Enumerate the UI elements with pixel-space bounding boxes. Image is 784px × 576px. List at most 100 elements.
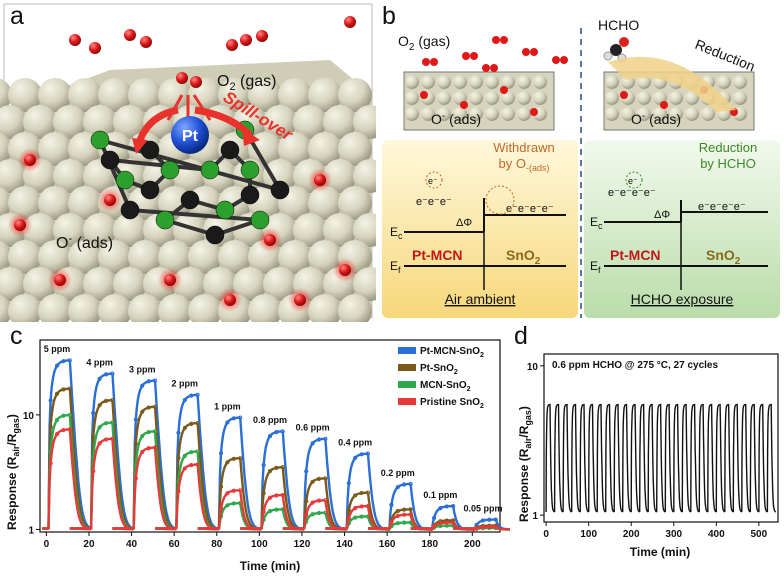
c-data-point xyxy=(225,420,230,425)
c-data-point xyxy=(182,453,187,458)
svg-text:Ef: Ef xyxy=(390,259,401,275)
c-ytick-label: 10 xyxy=(23,411,35,422)
surface-sphere xyxy=(501,91,515,105)
c-xtick-label: 80 xyxy=(211,539,223,550)
c-data-point xyxy=(408,512,413,517)
c-data-point xyxy=(267,469,273,474)
c-data-point xyxy=(353,493,358,498)
o2-gas-atom xyxy=(552,56,560,64)
carbon-atom xyxy=(100,150,120,170)
pt-label: Pt xyxy=(182,128,199,145)
c-data-point xyxy=(182,466,187,471)
c-xtick-label: 60 xyxy=(169,539,181,550)
surface-sphere xyxy=(263,267,297,301)
c-data-point xyxy=(133,417,138,422)
pt-atom xyxy=(171,116,209,154)
c-data-point xyxy=(267,433,273,439)
c-data-point xyxy=(408,481,413,487)
c-data-point xyxy=(389,502,394,507)
pt-mcn-label-air: Pt-MCN xyxy=(412,247,463,263)
d-ytick-label: 1 xyxy=(532,511,538,522)
o-ads-atom xyxy=(420,91,428,99)
nitrogen-atom xyxy=(160,160,180,180)
c-data-point xyxy=(146,429,151,435)
nitrogen-atom xyxy=(155,210,175,230)
d-xtick-label: 200 xyxy=(623,529,640,540)
surface-sphere xyxy=(23,213,57,247)
c-data-point xyxy=(353,506,358,511)
surface-sphere xyxy=(0,132,12,166)
c-data-point xyxy=(274,429,279,435)
o2-gas-atom xyxy=(492,36,500,44)
c-data-point xyxy=(353,515,358,520)
c-data-point xyxy=(444,520,449,525)
c-data-point xyxy=(182,425,187,431)
o-ads-atom xyxy=(294,294,306,306)
pt-mcn-label-hcho: Pt-MCN xyxy=(610,247,661,263)
o-ads-atom xyxy=(224,294,236,306)
d-xtick-label: 500 xyxy=(751,529,768,540)
band-diagram-air: Ec Ef ΔΦ e⁻e⁻e⁻ e⁻e⁻e⁻e⁻ e⁻ Pt-MCN SnO2 … xyxy=(390,140,566,307)
surface-sphere xyxy=(0,159,27,193)
hcho-exposure-label: HCHO exposure xyxy=(631,291,734,307)
surface-sphere xyxy=(733,75,747,89)
o2-gas-atom xyxy=(522,48,530,56)
c-data-point xyxy=(218,451,224,456)
c-data-point xyxy=(493,524,498,530)
c-concentration-label: 0.05 ppm xyxy=(463,504,502,514)
surface-sphere xyxy=(308,78,342,112)
c-data-point xyxy=(395,508,400,514)
c-data-point xyxy=(176,489,181,494)
c-data-point xyxy=(97,425,102,430)
d-xlabel: Time (min) xyxy=(630,545,690,559)
hcho-molecule xyxy=(603,37,629,63)
c-data-point xyxy=(238,488,243,493)
panel-b-label: b xyxy=(382,2,396,30)
c-data-point xyxy=(359,490,364,496)
o2-gas-atom xyxy=(176,72,188,84)
panel-a-label: a xyxy=(10,2,24,30)
surface-sphere xyxy=(308,132,342,166)
c-data-point xyxy=(261,509,266,514)
o-ads-atom xyxy=(24,154,36,166)
surface-sphere xyxy=(469,91,483,105)
c-data-point xyxy=(395,485,400,490)
surface-sphere xyxy=(113,267,147,301)
surface-sphere xyxy=(98,240,132,274)
c-data-point xyxy=(152,378,158,383)
surface-sphere xyxy=(437,91,451,105)
surface-sphere xyxy=(98,78,132,112)
c-data-point xyxy=(195,421,200,426)
c-data-point xyxy=(67,358,72,363)
svg-text:e⁻: e⁻ xyxy=(628,176,638,186)
chart-d: 0 100 200 300 400 500 1 10 0.6 ppm HCHO @ 275 °… xyxy=(510,322,784,576)
c-data-point xyxy=(493,517,498,522)
nitrogen-atom xyxy=(215,200,235,220)
c-data-point xyxy=(474,526,479,531)
c-legend-swatch xyxy=(398,398,416,405)
c-data-point xyxy=(140,433,145,439)
c-xtick-label: 200 xyxy=(464,539,481,550)
surface-sphere xyxy=(517,75,531,89)
surface-sphere xyxy=(405,91,419,105)
c-data-point xyxy=(97,376,102,381)
surface-sphere xyxy=(158,294,192,322)
c-data-point xyxy=(402,507,407,512)
surface-sphere xyxy=(308,240,342,274)
c-data-point xyxy=(61,387,66,392)
d-annotation: 0.6 ppm HCHO @ 275 °C, 27 cycles xyxy=(552,360,718,371)
surface-sphere xyxy=(637,91,651,105)
c-data-point xyxy=(402,482,407,487)
o2-gas-atom xyxy=(422,58,430,66)
c-data-point xyxy=(97,403,102,408)
surface-sphere xyxy=(218,240,252,274)
c-data-point xyxy=(133,476,138,481)
surface-sphere xyxy=(353,159,376,193)
c-legend-label: MCN-SnO2 xyxy=(420,380,471,393)
surface-sphere xyxy=(637,75,651,89)
c-concentration-label: 0.8 ppm xyxy=(253,415,287,425)
surface-sphere xyxy=(263,159,297,193)
surface-sphere xyxy=(38,78,72,112)
svg-text:ΔΦ: ΔΦ xyxy=(654,209,670,221)
surface-sphere xyxy=(338,294,372,322)
